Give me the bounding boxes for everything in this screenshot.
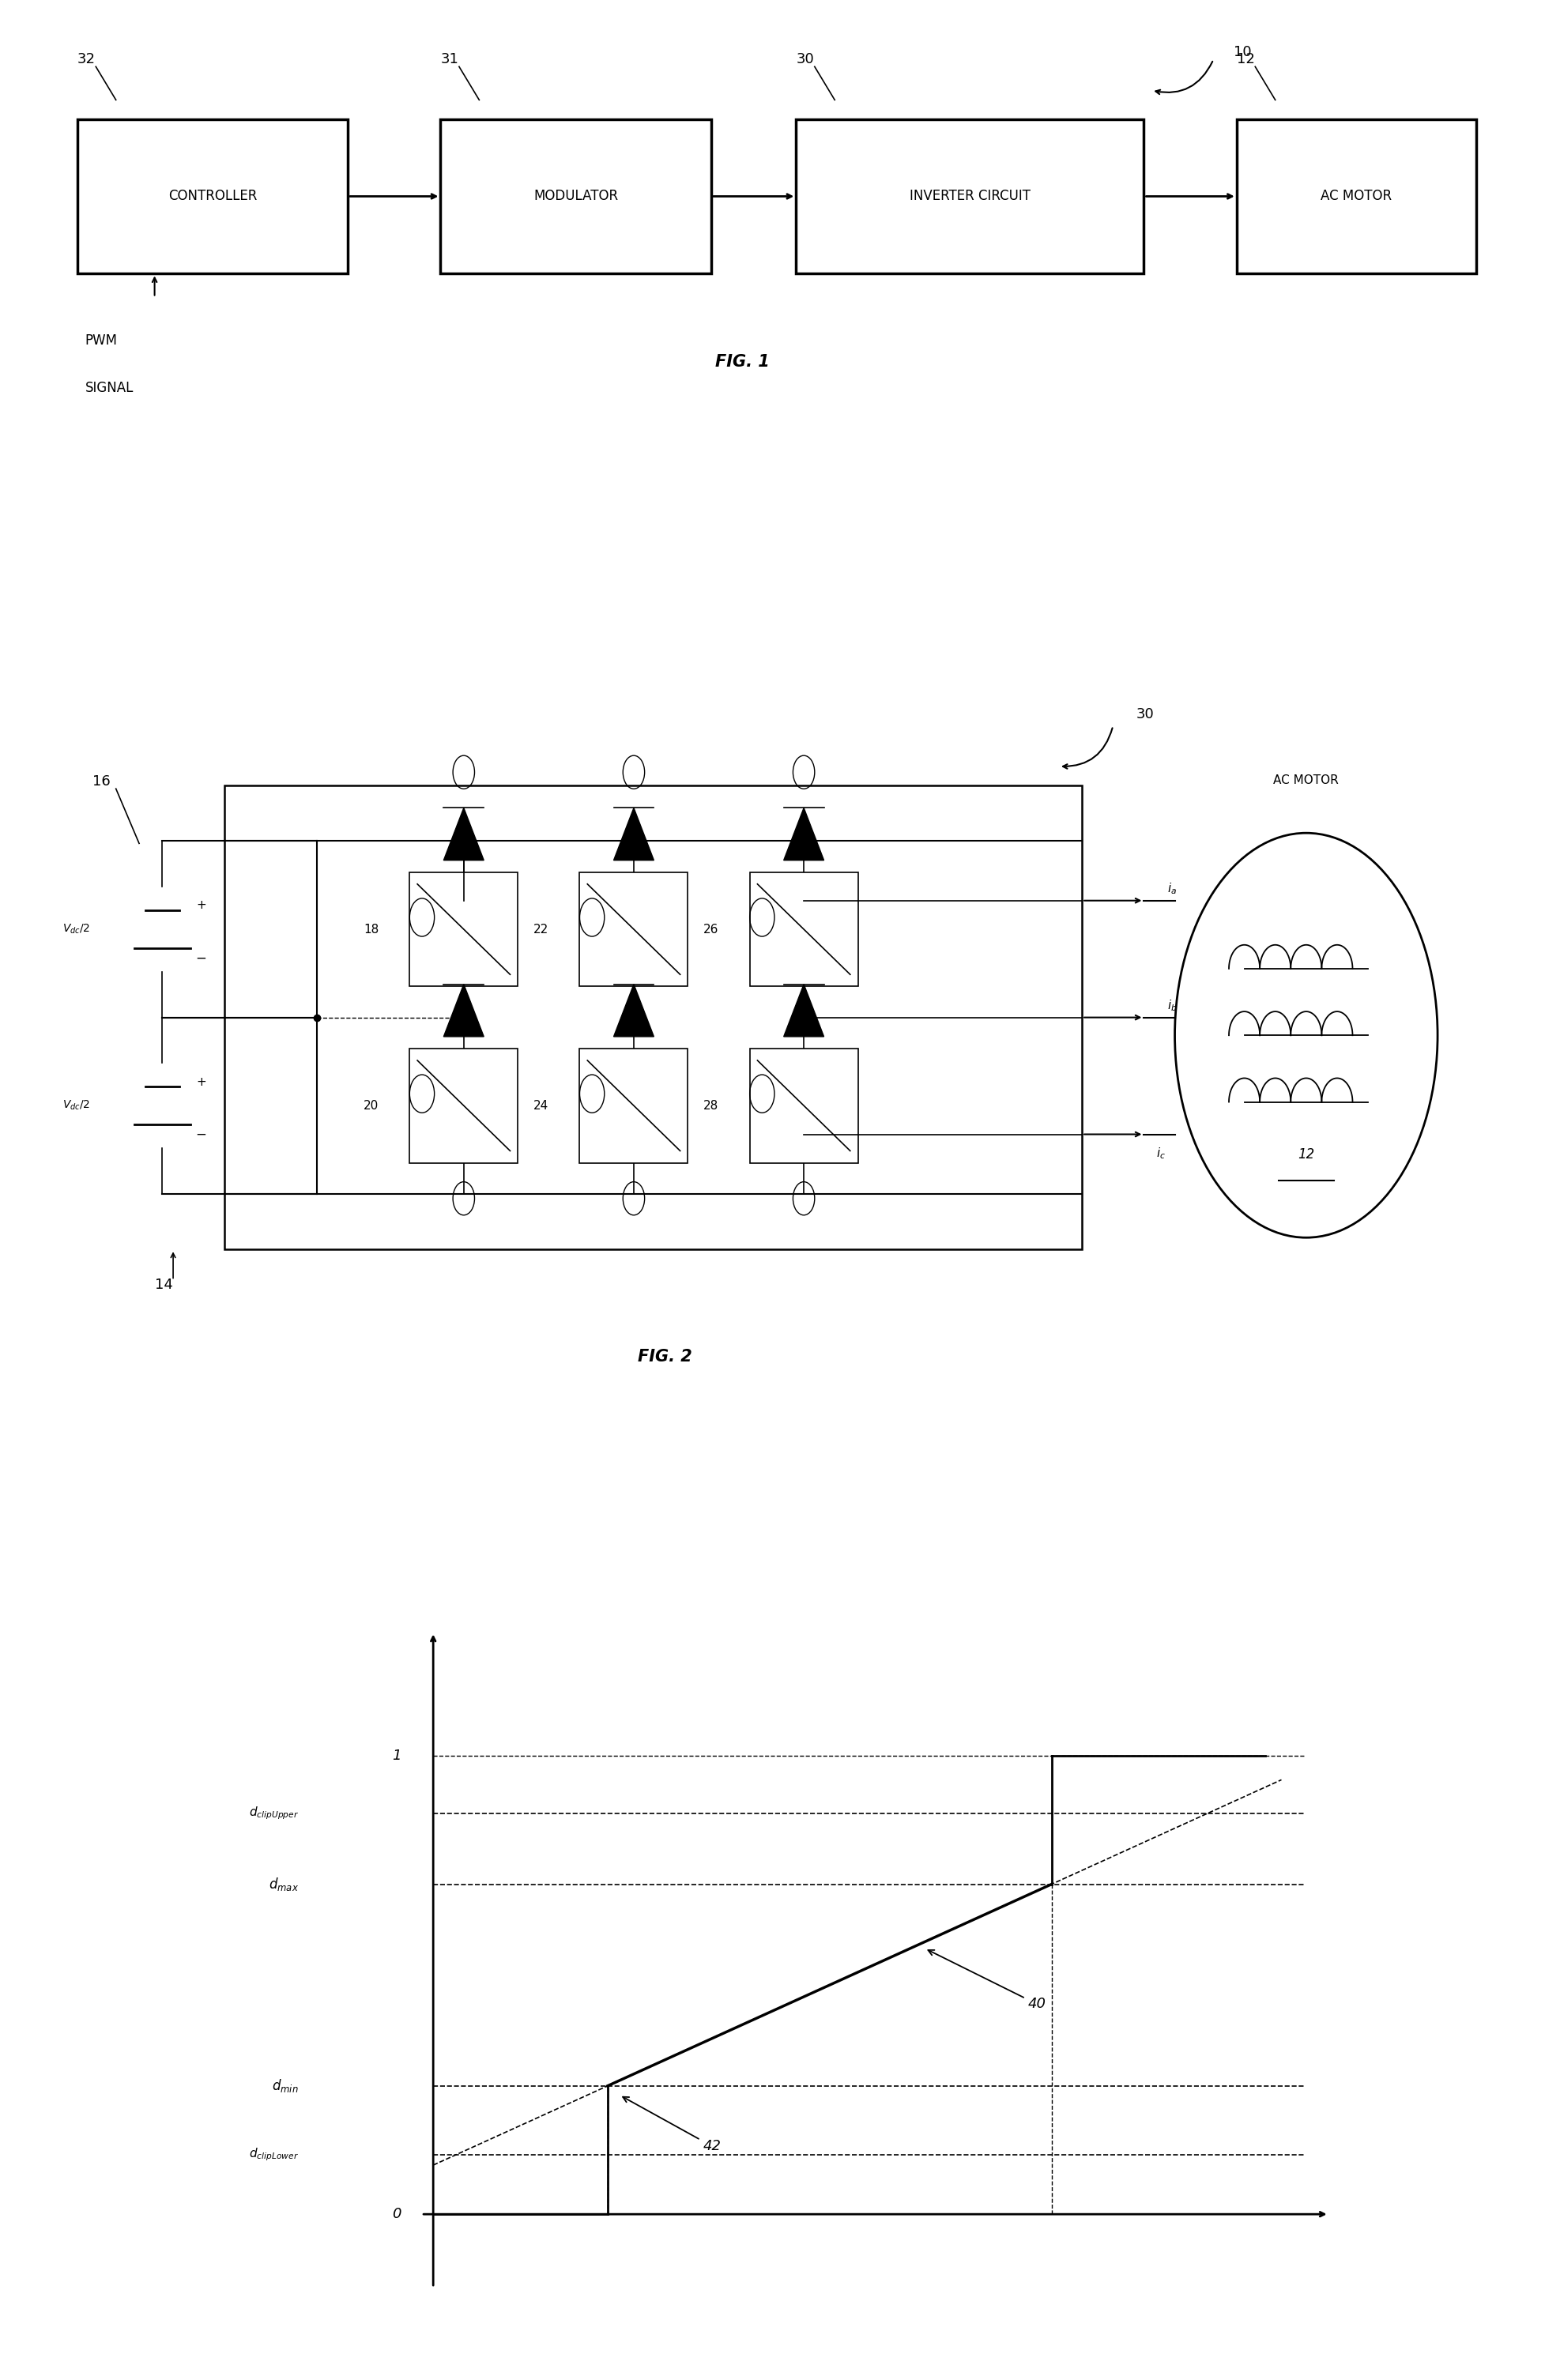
Text: 42: 42 <box>623 2097 720 2154</box>
Text: $i_c$: $i_c$ <box>1156 1145 1165 1161</box>
Text: $V_{dc}/2$: $V_{dc}/2$ <box>62 923 90 935</box>
Text: +: + <box>196 1076 205 1088</box>
Text: AC MOTOR: AC MOTOR <box>1319 190 1392 202</box>
Text: 30: 30 <box>796 52 814 67</box>
Text: 20: 20 <box>363 1100 379 1111</box>
Text: 16: 16 <box>93 774 111 788</box>
Bar <box>224 785 1082 1250</box>
Polygon shape <box>783 807 823 859</box>
Text: 31: 31 <box>440 52 459 67</box>
Text: $i_a$: $i_a$ <box>1166 881 1176 897</box>
Bar <box>749 1050 857 1164</box>
Text: 10: 10 <box>1233 45 1251 60</box>
Text: $d_{min}$: $d_{min}$ <box>272 2078 298 2094</box>
Text: AC MOTOR: AC MOTOR <box>1273 776 1338 785</box>
Text: 32: 32 <box>77 52 96 67</box>
Text: −: − <box>195 1128 207 1142</box>
Text: 26: 26 <box>703 923 718 935</box>
Bar <box>440 119 711 274</box>
Text: SIGNAL: SIGNAL <box>85 381 133 395</box>
Text: $d_{clipLower}$: $d_{clipLower}$ <box>249 2147 298 2163</box>
Polygon shape <box>443 807 484 859</box>
Bar <box>1236 119 1475 274</box>
Text: +: + <box>196 900 205 912</box>
Text: 12: 12 <box>1298 1147 1313 1161</box>
Bar <box>579 1050 688 1164</box>
Text: $i_b$: $i_b$ <box>1166 997 1176 1014</box>
Text: FIG. 2: FIG. 2 <box>637 1349 692 1364</box>
Text: $d_{clipUpper}$: $d_{clipUpper}$ <box>249 1804 298 1821</box>
Bar <box>579 871 688 985</box>
Text: 30: 30 <box>1136 707 1154 721</box>
Polygon shape <box>613 985 654 1038</box>
Text: 28: 28 <box>703 1100 718 1111</box>
Text: FIG. 1: FIG. 1 <box>714 355 769 369</box>
Text: 12: 12 <box>1236 52 1255 67</box>
Text: 24: 24 <box>533 1100 548 1111</box>
Bar <box>409 1050 518 1164</box>
Bar <box>77 119 348 274</box>
Text: 40: 40 <box>927 1949 1046 2011</box>
Text: $V_{dc}/2$: $V_{dc}/2$ <box>62 1100 90 1111</box>
Text: INVERTER CIRCUIT: INVERTER CIRCUIT <box>908 190 1031 202</box>
Text: MODULATOR: MODULATOR <box>533 190 618 202</box>
Bar <box>749 871 857 985</box>
Polygon shape <box>783 985 823 1038</box>
Text: PWM: PWM <box>85 333 117 347</box>
Text: CONTROLLER: CONTROLLER <box>168 190 256 202</box>
Text: $d_{max}$: $d_{max}$ <box>269 1875 298 1892</box>
Polygon shape <box>613 807 654 859</box>
Bar <box>409 871 518 985</box>
Text: −: − <box>195 950 207 964</box>
Text: 14: 14 <box>154 1278 173 1292</box>
Bar <box>796 119 1143 274</box>
Text: 22: 22 <box>533 923 548 935</box>
Polygon shape <box>443 985 484 1038</box>
Text: 18: 18 <box>363 923 379 935</box>
Text: 0: 0 <box>392 2206 402 2221</box>
Text: 1: 1 <box>392 1749 402 1764</box>
